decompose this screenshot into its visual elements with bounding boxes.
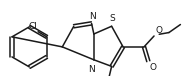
Text: Cl: Cl [28,22,37,31]
Text: O: O [156,26,163,35]
Text: N: N [88,65,95,74]
Text: N: N [89,12,95,21]
Text: S: S [109,14,115,23]
Text: O: O [149,63,156,72]
